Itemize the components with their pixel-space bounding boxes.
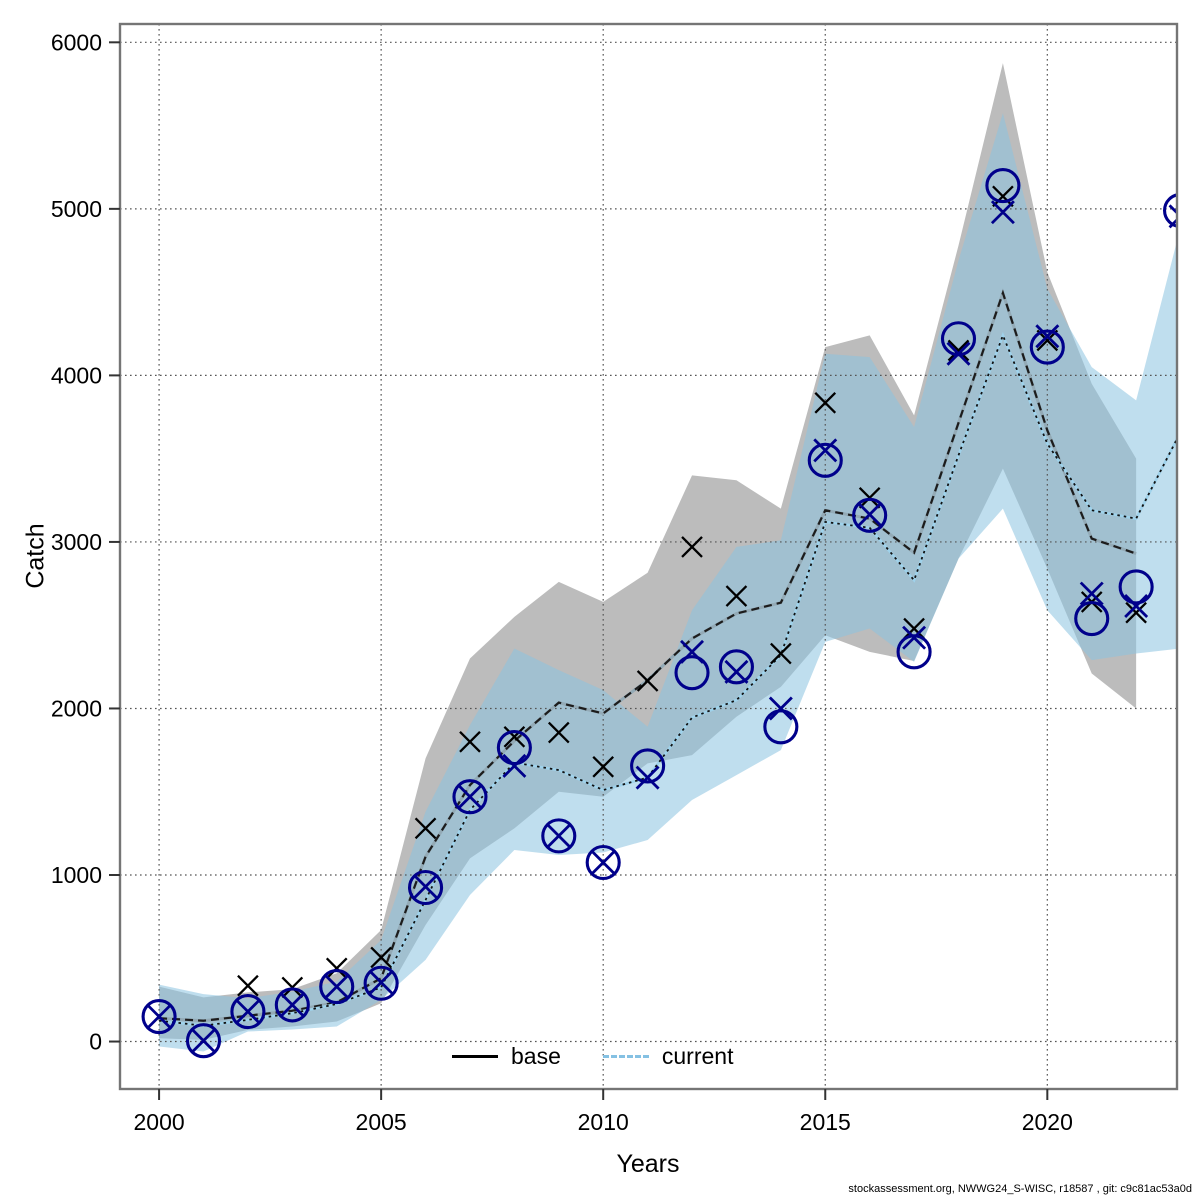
svg-text:2005: 2005 bbox=[356, 1109, 407, 1135]
legend: base current bbox=[452, 1042, 775, 1070]
svg-text:4000: 4000 bbox=[51, 362, 102, 388]
svg-text:0: 0 bbox=[89, 1029, 102, 1055]
svg-text:6000: 6000 bbox=[51, 29, 102, 55]
svg-text:5000: 5000 bbox=[51, 196, 102, 222]
svg-text:2015: 2015 bbox=[800, 1109, 851, 1135]
legend-item-current: current bbox=[661, 1042, 734, 1069]
svg-text:2020: 2020 bbox=[1022, 1109, 1073, 1135]
legend-current-line-sample bbox=[602, 1054, 649, 1058]
x-axis-title: Years bbox=[616, 1150, 680, 1178]
y-axis-title: Catch bbox=[21, 523, 50, 589]
legend-item-base: base bbox=[511, 1042, 561, 1069]
svg-text:3000: 3000 bbox=[51, 529, 102, 555]
svg-text:2010: 2010 bbox=[578, 1109, 629, 1135]
svg-text:1000: 1000 bbox=[51, 862, 102, 888]
svg-text:2000: 2000 bbox=[51, 695, 102, 721]
svg-text:2000: 2000 bbox=[133, 1109, 184, 1135]
footer-attribution: stockassessment.org, NWWG24_S-WISC, r185… bbox=[848, 1183, 1192, 1195]
legend-base-line-sample bbox=[452, 1054, 498, 1058]
